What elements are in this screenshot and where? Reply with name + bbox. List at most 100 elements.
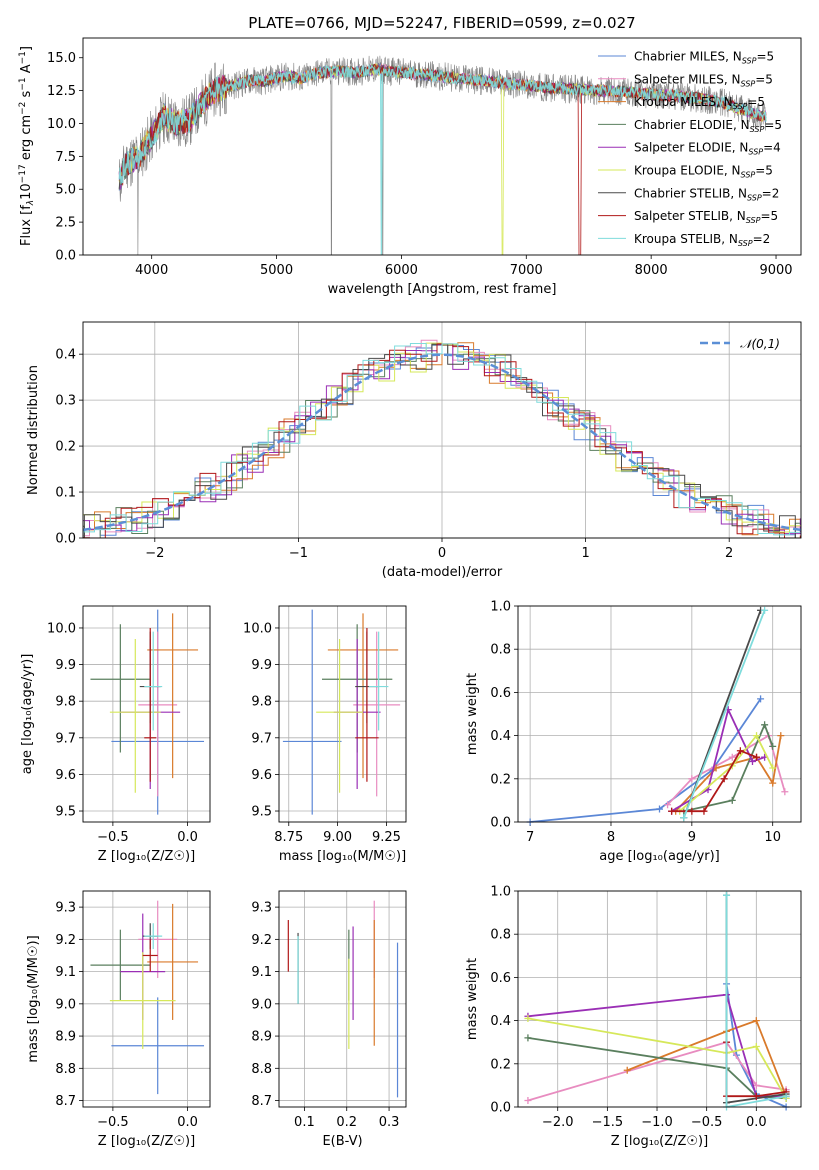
legend-label: Salpeter STELIB, NSSP=5 bbox=[634, 209, 778, 225]
y-tick-label: 9.8 bbox=[251, 695, 272, 710]
y-tick-label: 2.5 bbox=[55, 216, 76, 231]
weight-marker bbox=[752, 1092, 760, 1100]
axes-frame bbox=[278, 890, 407, 1108]
x-tick-label: 5000 bbox=[260, 263, 293, 278]
x-tick-label: 1 bbox=[581, 546, 589, 561]
y-tick-label: 9.3 bbox=[251, 901, 272, 916]
weight-marker bbox=[757, 695, 765, 703]
y-tick-label: 10.0 bbox=[47, 117, 76, 132]
weight-marker bbox=[664, 801, 672, 809]
x-axis-label: age [log₁₀(age/yr)] bbox=[599, 849, 720, 864]
x-tick-label: −1.0 bbox=[641, 1115, 673, 1130]
weight-marker bbox=[752, 1043, 760, 1051]
x-axis-label: (data-model)/error bbox=[382, 565, 503, 580]
x-tick-label: 0.0 bbox=[177, 830, 198, 845]
weight-marker bbox=[777, 732, 785, 740]
age-mass-axes: 8.75 9.00 9.25 9.5 9.6 9.7 9.8 9.9 10.0 mass [log… bbox=[243, 605, 407, 864]
y-tick-label: 0.3 bbox=[55, 394, 76, 409]
y-tick-label: 9.6 bbox=[55, 768, 76, 783]
y-axis-label: Normed distribution bbox=[26, 365, 41, 495]
histogram-chabrier-miles bbox=[83, 344, 801, 538]
y-tick-label: 9.9 bbox=[251, 658, 272, 673]
histogram-kroupa-stelib bbox=[83, 343, 801, 536]
x-tick-label: 8000 bbox=[635, 263, 668, 278]
y-tick-label: 8.9 bbox=[55, 1030, 76, 1045]
weight-marker bbox=[752, 1017, 760, 1025]
weight-line-kroupa-stelib bbox=[725, 895, 787, 1107]
y-tick-label: 9.0 bbox=[251, 997, 272, 1012]
weight-marker bbox=[688, 775, 696, 783]
y-tick-label: 8.7 bbox=[251, 1094, 272, 1109]
chart-title: PLATE=0766, MJD=52247, FIBERID=0599, z=0… bbox=[248, 14, 635, 32]
x-tick-label: −0.5 bbox=[691, 1115, 723, 1130]
y-axis-label: mass weight bbox=[465, 673, 480, 755]
y-tick-label: 9.7 bbox=[251, 731, 272, 746]
x-tick-label: 10 bbox=[764, 830, 781, 845]
histogram-salpeter-elodie bbox=[83, 344, 801, 535]
x-tick-label: −2.0 bbox=[542, 1115, 574, 1130]
weight-line-chabrier-miles bbox=[725, 983, 787, 1107]
axes-frame bbox=[517, 605, 802, 823]
x-axis-label: Z [log₁₀(Z/Z☉)] bbox=[98, 849, 195, 864]
y-tick-label: 0.8 bbox=[490, 928, 511, 943]
x-axis-label: Z [log₁₀(Z/Z☉)] bbox=[611, 1134, 708, 1149]
weight-marker bbox=[680, 814, 688, 822]
legend-label: Kroupa MILES, NSSP=5 bbox=[634, 95, 765, 111]
weight-marker bbox=[524, 1097, 532, 1105]
weight-marker bbox=[736, 747, 744, 755]
weight-marker bbox=[700, 807, 708, 815]
legend-label: 𝒩(0,1) bbox=[740, 337, 780, 351]
x-tick-label: 2 bbox=[725, 546, 733, 561]
mass-ebv-axes: 0.1 0.2 0.3 8.7 8.8 8.9 9.0 9.1 9.2 9.3 E(B-V) bbox=[251, 890, 407, 1149]
weight-marker bbox=[769, 779, 777, 787]
y-tick-label: 8.8 bbox=[251, 1062, 272, 1077]
y-tick-label: 9.5 bbox=[251, 805, 272, 820]
histogram-salpeter-stelib bbox=[83, 343, 801, 538]
x-tick-label: −1 bbox=[289, 546, 308, 561]
y-tick-label: 0.0 bbox=[55, 249, 76, 264]
weight-marker bbox=[728, 796, 736, 804]
x-tick-label: 0.1 bbox=[294, 1115, 315, 1130]
weight-marker bbox=[728, 753, 736, 761]
y-tick-label: 8.9 bbox=[251, 1030, 272, 1045]
axes-frame bbox=[82, 321, 802, 539]
weight-line-kroupa-stelib bbox=[682, 609, 766, 819]
x-tick-label: 9.00 bbox=[323, 830, 352, 845]
weight-line-chabrier-miles bbox=[530, 698, 762, 822]
x-tick-label: 0.2 bbox=[336, 1115, 357, 1130]
legend-label: Chabrier STELIB, NSSP=2 bbox=[634, 186, 779, 202]
y-tick-label: 0.4 bbox=[490, 1014, 511, 1029]
legend-label: Chabrier MILES, NSSP=5 bbox=[634, 50, 774, 66]
x-axis-label: wavelength [Angstrom, rest frame] bbox=[328, 282, 557, 297]
y-tick-label: 9.0 bbox=[55, 997, 76, 1012]
histogram-salpeter-miles bbox=[83, 339, 801, 537]
weight-marker bbox=[720, 775, 728, 783]
weight-marker bbox=[668, 807, 676, 815]
y-tick-label: 15.0 bbox=[47, 51, 76, 66]
legend-label: Kroupa STELIB, NSSP=2 bbox=[634, 232, 770, 248]
age-z-axes: −0.5 0.0 9.5 9.6 9.7 9.8 9.9 10.0 Z [log₁₀(Z/Z☉)… bbox=[20, 605, 211, 864]
weight-marker bbox=[623, 1066, 631, 1074]
y-tick-label: 9.2 bbox=[251, 933, 272, 948]
weight-line-chabrier-elodie bbox=[527, 1037, 787, 1100]
weight-marker bbox=[782, 1092, 790, 1100]
residuals-axes: −2 −1 0 1 2 0.0 0.1 0.2 0.3 0.4 (data-model)/error… bbox=[26, 321, 802, 580]
y-tick-label: 5.0 bbox=[55, 183, 76, 198]
spectrum-axes: 4000 5000 6000 7000 8000 9000 0.0 2.5 5.0 7.5 10.0… bbox=[18, 37, 802, 297]
histogram-kroupa-elodie bbox=[83, 342, 801, 533]
weight-marker bbox=[723, 891, 731, 899]
y-tick-label: 10.0 bbox=[47, 621, 76, 636]
x-tick-label: 8.75 bbox=[274, 830, 303, 845]
y-tick-label: 0.0 bbox=[490, 1101, 511, 1116]
model-spectrum-kroupa-stelib bbox=[118, 63, 767, 255]
weight-age-axes: 7 8 9 10 0.0 0.2 0.4 0.6 0.8 1.0 age [log₁₀(age/yr… bbox=[465, 600, 802, 864]
x-tick-label: 4000 bbox=[135, 263, 168, 278]
x-tick-label: 6000 bbox=[385, 263, 418, 278]
y-axis-label: age [log₁₀(age/yr)] bbox=[20, 654, 35, 775]
y-tick-label: 9.9 bbox=[55, 658, 76, 673]
weight-marker bbox=[769, 764, 777, 772]
y-tick-label: 0.2 bbox=[490, 1057, 511, 1072]
weight-marker bbox=[761, 721, 769, 729]
x-tick-label: 9.25 bbox=[372, 830, 401, 845]
